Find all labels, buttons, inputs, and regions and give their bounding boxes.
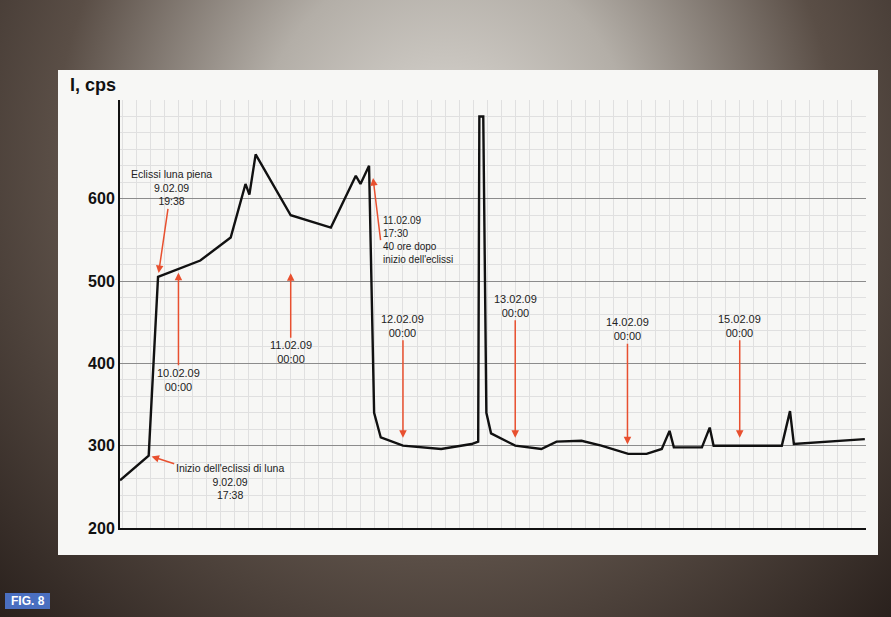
svg-text:14.02.0900:00: 14.02.0900:00 [606,316,649,342]
svg-text:10.02.0900:00: 10.02.0900:00 [157,367,200,393]
html-text:FIG. 8: FIG. 8 [11,594,45,608]
svg-text:I, cps: I, cps [70,75,116,95]
svg-text:Inizio dell'eclissi di luna9.0: Inizio dell'eclissi di luna9.02.0917:38 [176,462,284,501]
svg-text:200: 200 [88,520,115,537]
svg-text:400: 400 [88,355,115,372]
svg-text:300: 300 [88,437,115,454]
svg-text:500: 500 [88,273,115,290]
svg-text:11.02.0917:3040 ore dopoinizio: 11.02.0917:3040 ore dopoinizio dell'ecli… [383,215,453,265]
svg-text:Eclissi luna piena9.02.0919:38: Eclissi luna piena9.02.0919:38 [131,168,212,207]
svg-text:12.02.0900:00: 12.02.0900:00 [381,313,424,339]
svg-text:11.02.0900:00: 11.02.0900:00 [270,339,312,365]
svg-text:13.02.0900:00: 13.02.0900:00 [494,293,537,319]
svg-text:15.02.0900:00: 15.02.0900:00 [718,313,761,339]
svg-text:600: 600 [88,190,115,207]
